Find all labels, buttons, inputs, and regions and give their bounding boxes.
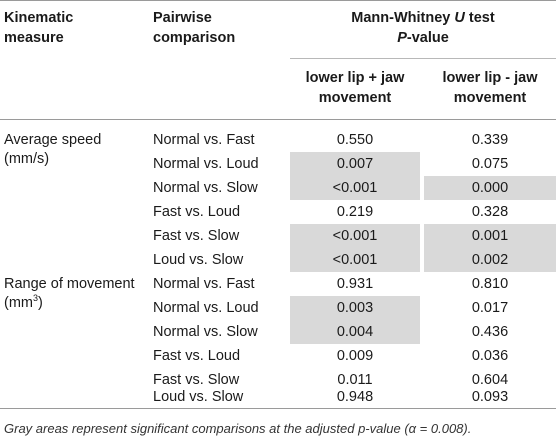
table-cell-with-jaw: 0.948 [336, 389, 374, 405]
table-cell-with-jaw: 0.931 [336, 276, 374, 292]
table-bottom-rule [0, 408, 556, 409]
header-col2-line2: comparison [153, 30, 236, 46]
table-cell-without-jaw: 0.075 [471, 156, 509, 172]
header-p-value: P-value [397, 30, 449, 46]
table-cell-without-jaw: 0.436 [471, 324, 509, 340]
table-cell-with-jaw: <0.001 [332, 180, 378, 196]
table-cell-with-jaw: 0.004 [336, 324, 374, 340]
header-mann-whitney: Mann-Whitney U test P-value [290, 8, 556, 48]
header-lower-lip-plus-jaw: lower lip + jaw movement [305, 70, 405, 106]
measure-unit: (mm3) [4, 293, 43, 311]
table-cell-without-jaw: 0.002 [471, 252, 509, 268]
table-row-comparison: Normal vs. Slow [153, 180, 258, 196]
subheader-rule [290, 58, 556, 59]
header-test-name: Mann-Whitney U test [351, 10, 495, 26]
measure-range-of-movement: Range of movement (mm3) [4, 276, 135, 311]
table-row-comparison: Fast vs. Slow [153, 372, 240, 388]
table-cell-without-jaw: 0.339 [471, 132, 509, 148]
table-cell-with-jaw: 0.219 [336, 204, 374, 220]
top-rule [0, 0, 556, 1]
table-row-comparison: Loud vs. Slow [153, 252, 244, 268]
table-footnote: Gray areas represent significant compari… [4, 421, 472, 436]
table-row-comparison: Normal vs. Loud [153, 300, 259, 316]
table-row-comparison: Normal vs. Fast [153, 132, 255, 148]
table-row-comparison: Normal vs. Fast [153, 276, 255, 292]
header-pairwise-comparison: Pairwise comparison [153, 8, 235, 48]
table-cell-with-jaw: <0.001 [332, 228, 378, 244]
table-row-comparison: Normal vs. Loud [153, 156, 259, 172]
header-lower-lip-minus-jaw: lower lip - jaw movement [442, 70, 538, 106]
sig-shade-range-with [290, 296, 420, 344]
table-cell-with-jaw: 0.003 [336, 300, 374, 316]
table-cell-without-jaw: 0.017 [471, 300, 509, 316]
table-row-comparison: Fast vs. Loud [153, 204, 241, 220]
table-cell-without-jaw: 0.604 [471, 372, 509, 388]
table-row-comparison: Loud vs. Slow [153, 389, 244, 405]
table-cell-with-jaw: 0.550 [336, 132, 374, 148]
table-cell-without-jaw: 0.093 [471, 389, 509, 405]
table-cell-with-jaw: <0.001 [332, 252, 378, 268]
sig-shade-avg-with-2 [290, 224, 420, 272]
table-cell-without-jaw: 0.810 [471, 276, 509, 292]
table-cell-without-jaw: 0.036 [471, 348, 509, 364]
header-col1-line1: Kinematic [4, 10, 74, 26]
table-row-comparison: Fast vs. Loud [153, 348, 241, 364]
table-cell-with-jaw: 0.011 [337, 372, 373, 388]
header-bottom-rule [0, 119, 556, 120]
table-cell-without-jaw: 0.001 [471, 228, 509, 244]
table-cell-without-jaw: 0.328 [471, 204, 509, 220]
header-kinematic-measure: Kinematic measure [4, 8, 73, 48]
table-cell-with-jaw: 0.007 [336, 156, 374, 172]
sig-shade-avg-without-1 [424, 176, 556, 200]
sig-shade-avg-without-2 [424, 224, 556, 272]
sig-shade-avg-with-1 [290, 152, 420, 200]
measure-average-speed: Average speed (mm/s) [4, 132, 102, 167]
table-cell-with-jaw: 0.009 [336, 348, 374, 364]
header-col2-line1: Pairwise [153, 10, 212, 26]
header-col1-line2: measure [4, 30, 64, 46]
table-cell-without-jaw: 0.000 [471, 180, 509, 196]
table-row-comparison: Fast vs. Slow [153, 228, 240, 244]
table-row-comparison: Normal vs. Slow [153, 324, 258, 340]
